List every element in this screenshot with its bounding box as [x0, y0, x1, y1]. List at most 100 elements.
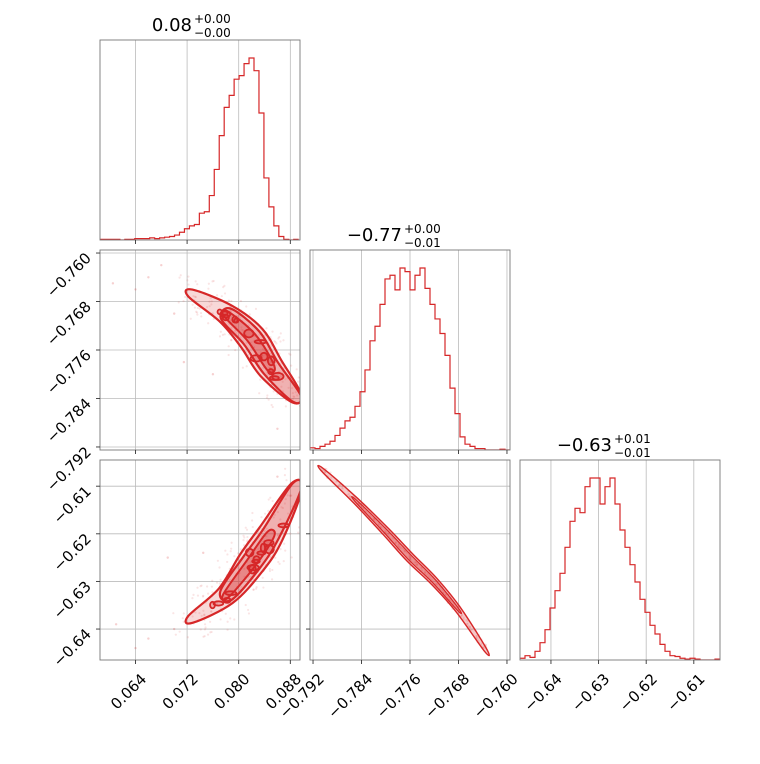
ytick-label-2-2: −0.62: [50, 530, 95, 575]
panel-0-1-sample: [310, 372, 312, 374]
panel-0-1-sample: [248, 313, 251, 316]
panel-1-2-sample: [404, 550, 407, 553]
panel-1-2-sample: [424, 571, 427, 575]
panel-1-2-sample: [420, 569, 424, 572]
panel-0-1-sample: [207, 287, 210, 290]
panel-0-1-sample: [212, 317, 215, 321]
panel-0-1-sample: [254, 307, 258, 310]
panel-0-1-sample: [290, 364, 293, 367]
panel-0-2-sample: [260, 516, 263, 519]
panel-0-2-sample: [230, 541, 233, 544]
ytick-label-2-0: −0.64: [50, 625, 95, 670]
panel-0-1-sample: [297, 376, 300, 379]
panel-0-2-sample: [210, 610, 213, 613]
panel-0-1-sample: [210, 300, 213, 303]
panel-0-2-sample: [226, 553, 229, 556]
xtick-label-1-1: −0.784: [324, 670, 376, 722]
panel-0-2-sample: [297, 526, 300, 529]
panel-1-2-sample: [462, 618, 465, 621]
panel-0-2-sample: [243, 567, 246, 571]
panel-0-1-sample: [194, 280, 197, 283]
panel-1-2-sample: [468, 625, 471, 628]
panel-0-2-sample: [281, 506, 285, 510]
panel-0-1-sample: [222, 286, 225, 289]
panel-0-1-sample: [212, 279, 215, 283]
panel-0-2-sample: [236, 552, 240, 555]
panel-1-2-sample: [477, 639, 480, 642]
panel-0-2-sample: [174, 633, 177, 636]
panel-0-2-sample: [242, 544, 246, 547]
panel-0-2-sample: [209, 631, 212, 634]
panel-1-2-sample: [466, 620, 469, 623]
panel-0-2-sample: [284, 549, 287, 552]
histogram-2-title: −0.63: [557, 435, 612, 456]
panel-0-2-sample: [191, 615, 194, 618]
panel-0-1-sample: [261, 347, 265, 351]
panel-0-2-sample: [297, 531, 300, 534]
panel-1-2-contour-inner: [351, 496, 463, 615]
panel-0-1-sample: [178, 276, 181, 279]
panel-0-2-sample: [201, 595, 205, 598]
panel-1-2-sample: [403, 550, 406, 553]
panel-0-1-sample: [279, 332, 282, 335]
panel-0-1-sample: [230, 339, 233, 342]
panel-0-2-sample: [202, 635, 205, 638]
panel-1-2-sample: [436, 583, 439, 586]
panel-0-1-sample: [265, 396, 269, 399]
panel-0-1-sample: [218, 335, 222, 338]
xtick-label-1-2: −0.776: [373, 670, 425, 722]
panel-0-2-sample: [186, 636, 190, 639]
panel-0-1-sample: [294, 391, 297, 394]
panel-0-1-sample: [186, 279, 189, 282]
panel-0-1-sample: [288, 352, 291, 355]
panel-0-1-sample: [230, 326, 233, 329]
panel-1-2-sample: [444, 593, 447, 596]
histogram-2-frame: [519, 459, 721, 661]
panel-1-2-sample: [413, 561, 416, 564]
panel-1-2-sample: [462, 616, 465, 619]
panel-1-2-marks: [317, 464, 490, 657]
panel-0-2-sample: [226, 620, 229, 623]
panel-0-2-sample: [218, 582, 221, 585]
panel-0-2-sample: [282, 560, 285, 563]
panel-0-2-sample: [229, 617, 232, 620]
panel-0-1-sample: [211, 280, 214, 283]
panel-0-2-sample: [219, 578, 222, 581]
panel-0-1-sample: [230, 299, 233, 303]
panel-1-2-sample: [377, 523, 380, 526]
panel-0-2-sample: [252, 588, 255, 591]
panel-0-2-sample: [181, 617, 184, 620]
panel-1-2-sample: [347, 492, 351, 495]
panel-0-2-outlier-2: [172, 627, 176, 631]
panel-0-2-sample: [257, 547, 260, 551]
panel-0-1-sample: [292, 395, 295, 398]
panel-1-2-sample: [427, 574, 431, 577]
panel-1-2-sample: [430, 578, 433, 581]
panel-0-2-sample: [255, 585, 258, 589]
panel-0-1-contour-fragment: [267, 368, 275, 376]
panel-0-1-sample: [198, 307, 201, 310]
panel-0-2-sample: [178, 630, 181, 633]
panel-0-2-sample: [203, 614, 206, 617]
panel-0-2-sample: [207, 592, 210, 595]
panel-0-2-contour-fragment: [277, 522, 290, 529]
panel-0-1-sample: [230, 338, 233, 341]
panel-0-2-sample: [219, 618, 222, 621]
panel-0-1-sample: [196, 313, 199, 316]
panel-1-2-sample: [387, 532, 390, 535]
panel-0-2-sample: [194, 611, 197, 614]
panel-0-1-sample: [301, 397, 303, 399]
panel-0-2-sample: [206, 585, 209, 588]
panel-0-1-sample: [284, 405, 287, 408]
panel-0-1-sample: [276, 373, 279, 376]
panel-0-1-outlier-3: [172, 312, 176, 315]
histogram-0-frame: [99, 39, 301, 241]
panel-0-1-sample: [189, 317, 192, 320]
panel-0-1-sample: [240, 328, 243, 331]
panel-0-1-sample: [207, 322, 210, 325]
panel-0-2-sample: [283, 502, 287, 505]
histogram-2-steps: [520, 477, 720, 660]
panel-0-1-sample: [271, 405, 274, 409]
panel-0-2-sample: [244, 526, 247, 529]
panel-0-1-sample: [268, 366, 271, 369]
